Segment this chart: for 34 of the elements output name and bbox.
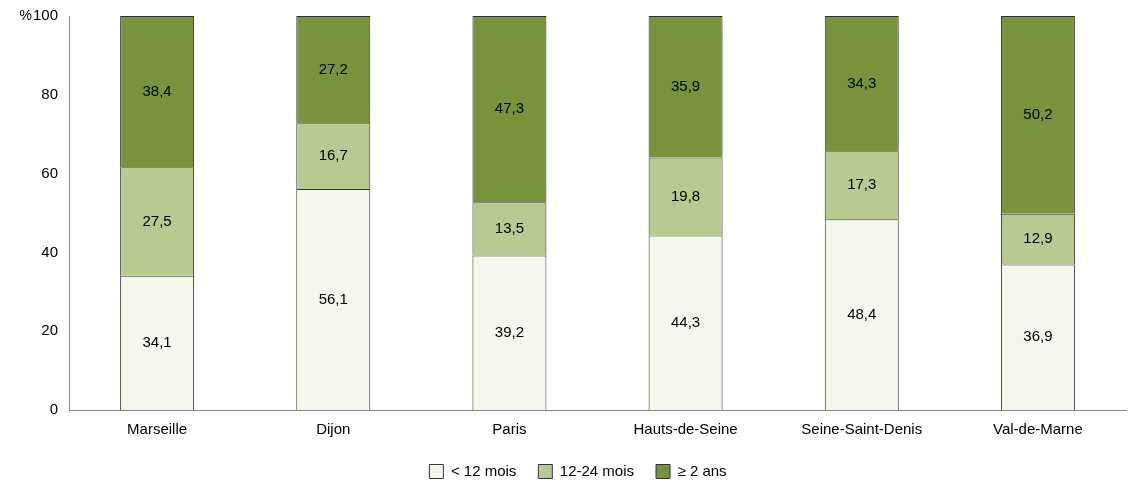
x-tick-label: Paris (492, 420, 527, 438)
y-tick-label: 20 (41, 321, 59, 339)
data-label: 35,9 (670, 76, 701, 94)
data-label: 13,5 (494, 219, 525, 237)
data-label: 34,3 (847, 73, 877, 91)
data-label: 48,4 (847, 304, 877, 322)
data-label: 27,2 (318, 59, 348, 77)
data-label: 39,2 (494, 322, 525, 340)
y-tick-label: 100 (33, 6, 59, 24)
data-label: 27,5 (142, 211, 172, 229)
y-tick-label: 60 (41, 163, 59, 181)
data-label: 36,9 (1023, 327, 1053, 345)
y-tick-label: 0 (49, 400, 59, 418)
x-tick-label: Dijon (316, 420, 351, 438)
legend-label: ≥ 2 ans (677, 461, 727, 479)
legend-label: 12-24 mois (559, 461, 635, 479)
x-tick-label: Val-de-Marne (993, 420, 1083, 438)
data-label: 16,7 (318, 146, 348, 164)
data-label: 12,9 (1023, 229, 1053, 247)
data-label: 56,1 (318, 289, 348, 307)
y-axis-title: % (19, 6, 32, 23)
x-tick-label: Marseille (127, 420, 188, 438)
data-label: 17,3 (847, 175, 877, 193)
data-label: 38,4 (142, 81, 172, 99)
data-label: 34,1 (142, 332, 172, 350)
data-label: 44,3 (670, 312, 701, 330)
y-tick-label: 40 (41, 242, 59, 260)
y-tick-label: 80 (41, 84, 59, 102)
legend-label: < 12 mois (450, 461, 517, 479)
x-tick-label: Seine-Saint-Denis (801, 420, 923, 438)
x-tick-label: Hauts-de-Seine (633, 420, 738, 438)
data-label: 47,3 (494, 99, 525, 117)
data-label: 19,8 (670, 186, 701, 204)
data-label: 50,2 (1023, 105, 1053, 123)
